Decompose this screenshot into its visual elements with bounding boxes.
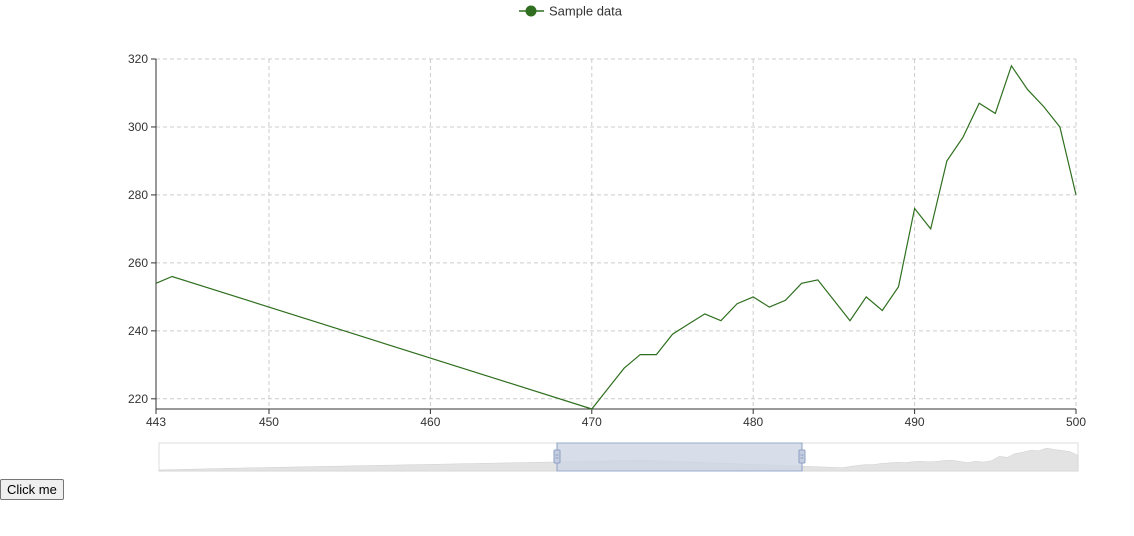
x-tick-label: 500 bbox=[1066, 415, 1086, 429]
overview-navigator[interactable] bbox=[158, 442, 1079, 472]
legend[interactable]: Sample data bbox=[519, 4, 623, 19]
y-tick-label: 260 bbox=[128, 256, 148, 270]
y-tick-label: 320 bbox=[128, 52, 148, 66]
x-tick-label: 450 bbox=[259, 415, 279, 429]
x-tick-label: 460 bbox=[420, 415, 440, 429]
x-tick-label: 480 bbox=[743, 415, 763, 429]
click-me-button[interactable]: Click me bbox=[0, 479, 64, 500]
y-tick-label: 300 bbox=[128, 120, 148, 134]
x-tick-label: 443 bbox=[146, 415, 166, 429]
y-tick-label: 280 bbox=[128, 188, 148, 202]
overview-selection[interactable] bbox=[556, 442, 803, 472]
series-line-sample-data bbox=[155, 64, 1077, 410]
axes: 443 450 460 470 480 490 500 220 240 260 280 300 320 bbox=[128, 52, 1086, 429]
x-tick-label: 490 bbox=[905, 415, 925, 429]
series-layer bbox=[155, 64, 1077, 410]
x-tick-label: 470 bbox=[582, 415, 602, 429]
overview-handle-right[interactable] bbox=[798, 443, 806, 471]
overview-area bbox=[158, 447, 1079, 472]
y-tick-label: 240 bbox=[128, 324, 148, 338]
legend-dot-icon bbox=[525, 5, 537, 17]
y-tick-label: 220 bbox=[128, 392, 148, 406]
legend-label: Sample data bbox=[549, 4, 623, 19]
overview-handle-left[interactable] bbox=[553, 443, 561, 471]
grid bbox=[156, 58, 1077, 409]
